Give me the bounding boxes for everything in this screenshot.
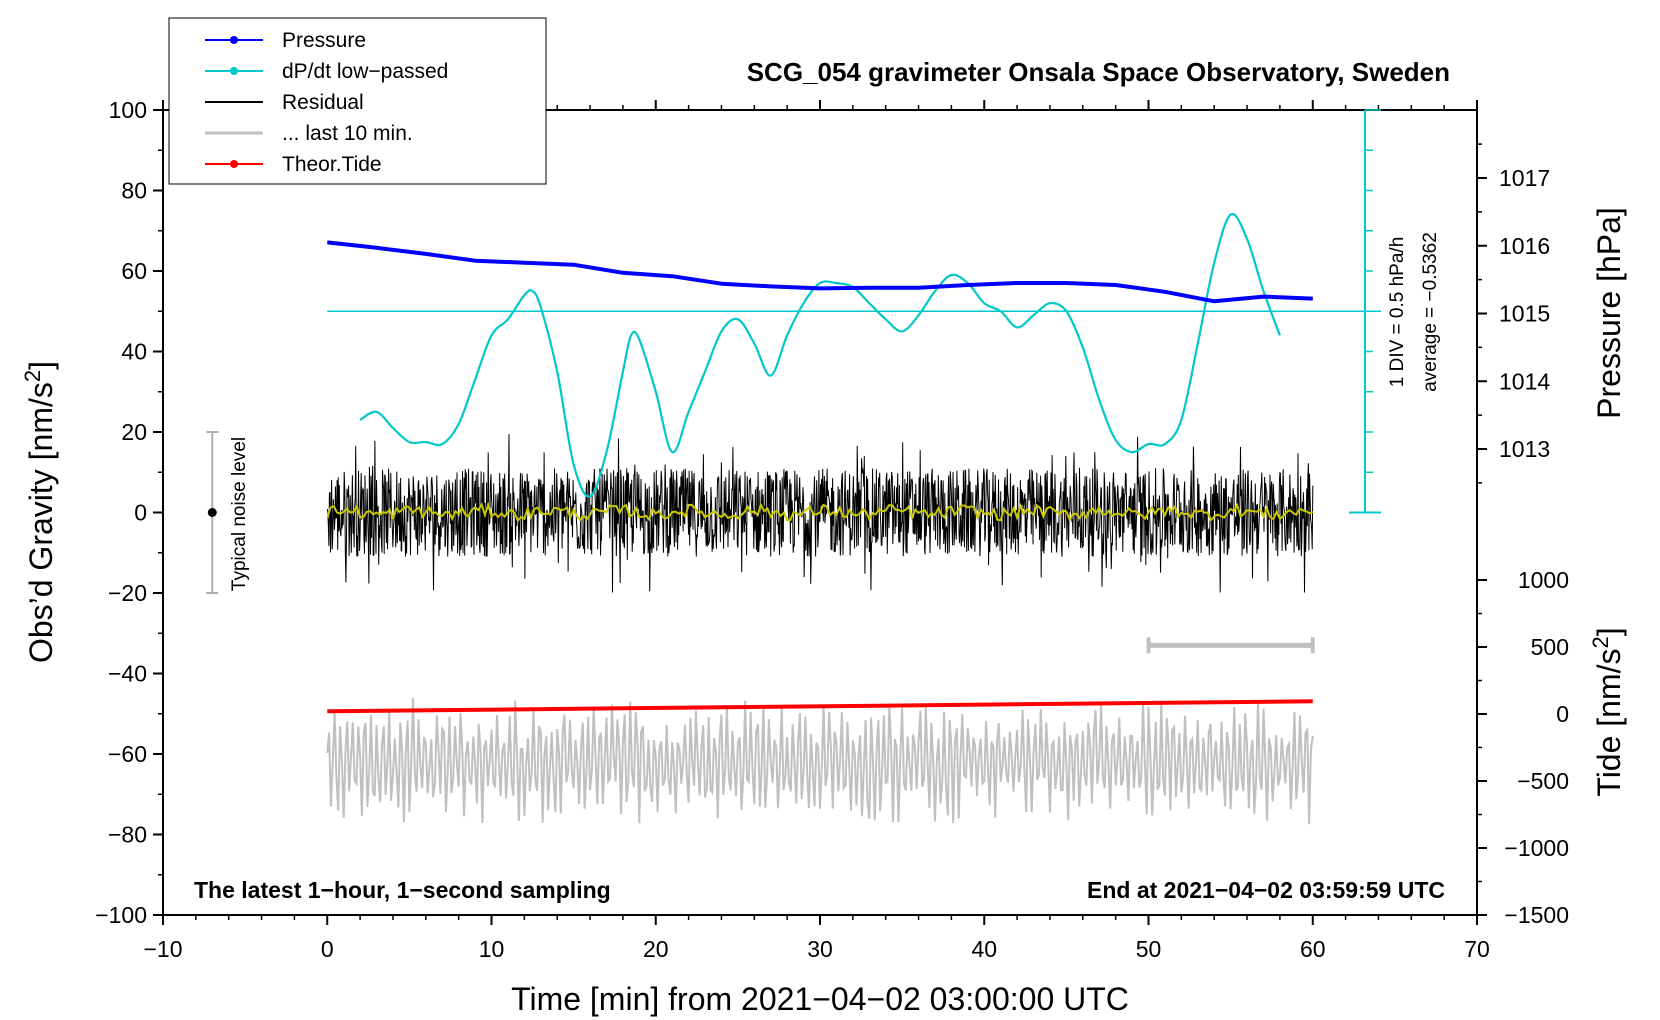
series-residual xyxy=(326,434,1314,593)
y-axis-pressure: 1013 1014 1015 1016 1017 xyxy=(1476,100,1550,484)
dpdt-scale-text-1: 1 DIV = 0.5 hPa/h xyxy=(1387,237,1408,388)
y-tick-label-pressure: 1015 xyxy=(1499,301,1550,327)
noise-bar-label: Typical noise level xyxy=(229,437,250,591)
y-axis-left-title-close: ] xyxy=(23,361,59,370)
y-axis-tide: −1500 −1000 −500 0 500 1000 xyxy=(1477,567,1569,928)
y-axis-left: −100 −80 −60 −40 −20 0 20 40 60 80 100 xyxy=(95,97,163,928)
y-tick-label-tide: −1000 xyxy=(1504,835,1569,861)
y-axis-tide-title-main: Tide [nm/s xyxy=(1591,648,1627,796)
y-tick-label-left: 40 xyxy=(121,339,147,365)
annotation-layer xyxy=(206,431,1315,654)
y-tick-label-left: 60 xyxy=(121,258,147,284)
y-tick-label-left: −60 xyxy=(108,741,147,767)
y-axis-tide-title-sup: 2 xyxy=(1588,636,1613,648)
x-tick-label: 60 xyxy=(1300,936,1326,962)
legend-label-4: Theor.Tide xyxy=(282,153,382,176)
dpdt-scale-text-2: average = −0.5362 xyxy=(1420,232,1441,392)
x-tick-label: −10 xyxy=(143,936,182,962)
y-tick-label-left: −20 xyxy=(108,580,147,606)
x-axis-title: Time [min] from 2021−04−02 03:00:00 UTC xyxy=(511,981,1129,1017)
y-tick-label-left: −40 xyxy=(108,661,147,687)
y-axis-tide-title-close: ] xyxy=(1591,627,1627,636)
legend-marker-0 xyxy=(230,36,238,44)
y-tick-label-tide: 1000 xyxy=(1518,567,1569,593)
series-residual-smoothed xyxy=(326,501,1314,523)
y-axis-left-title-main: Obs’d Gravity [nm/s xyxy=(23,382,59,663)
x-axis: −10 0 10 20 30 40 50 60 70 xyxy=(143,100,1490,962)
y-axis-pressure-title: Pressure [hPa] xyxy=(1591,207,1627,419)
legend: Pressure dP/dt low−passed Residual ... l… xyxy=(168,17,547,185)
y-tick-label-pressure: 1014 xyxy=(1499,368,1550,394)
legend-label-2: Residual xyxy=(282,91,364,114)
y-tick-label-pressure: 1017 xyxy=(1499,165,1550,191)
x-tick-label: 30 xyxy=(807,936,833,962)
series-layer xyxy=(326,212,1314,825)
x-tick-label: 70 xyxy=(1464,936,1490,962)
y-axis-left-title: Obs’d Gravity [nm/s2] xyxy=(20,361,59,663)
y-tick-label-tide: −500 xyxy=(1517,768,1569,794)
noise-bar-center xyxy=(207,508,217,517)
y-tick-label-left: −100 xyxy=(95,902,147,928)
y-tick-label-left: −80 xyxy=(108,822,147,848)
x-tick-label: 50 xyxy=(1136,936,1162,962)
y-tick-label-pressure: 1013 xyxy=(1499,436,1550,462)
x-tick-label: 20 xyxy=(643,936,669,962)
y-tick-label-left: 0 xyxy=(134,500,147,526)
series-tide xyxy=(327,699,1313,714)
bottom-right-note: End at 2021−04−02 03:59:59 UTC xyxy=(1087,877,1445,903)
dpdt-scale-bar xyxy=(327,109,1381,514)
y-tick-label-left: 20 xyxy=(121,419,147,445)
y-axis-left-title-sup: 2 xyxy=(20,370,45,382)
legend-label-3: ... last 10 min. xyxy=(282,122,413,145)
series-dpdt xyxy=(359,212,1281,498)
y-axis-tide-title: Tide [nm/s2] xyxy=(1588,627,1627,796)
x-tick-label: 10 xyxy=(479,936,505,962)
legend-label-0: Pressure xyxy=(282,29,366,52)
legend-items xyxy=(205,36,263,168)
series-pressure xyxy=(327,240,1313,304)
y-tick-label-tide: −1500 xyxy=(1504,902,1569,928)
legend-label-1: dP/dt low−passed xyxy=(282,60,448,83)
x-tick-label: 40 xyxy=(971,936,997,962)
series-last-10-min xyxy=(326,697,1314,825)
legend-marker-4 xyxy=(230,160,238,168)
y-tick-label-tide: 500 xyxy=(1531,634,1569,660)
chart-title: SCG_054 gravimeter Onsala Space Observat… xyxy=(747,57,1450,87)
legend-marker-1 xyxy=(230,67,238,75)
y-tick-label-left: 100 xyxy=(109,97,147,123)
x-tick-label: 0 xyxy=(321,936,334,962)
bottom-left-note: The latest 1−hour, 1−second sampling xyxy=(194,877,611,903)
y-tick-label-tide: 0 xyxy=(1556,701,1569,727)
y-tick-label-left: 80 xyxy=(121,178,147,204)
y-tick-label-pressure: 1016 xyxy=(1499,233,1550,259)
